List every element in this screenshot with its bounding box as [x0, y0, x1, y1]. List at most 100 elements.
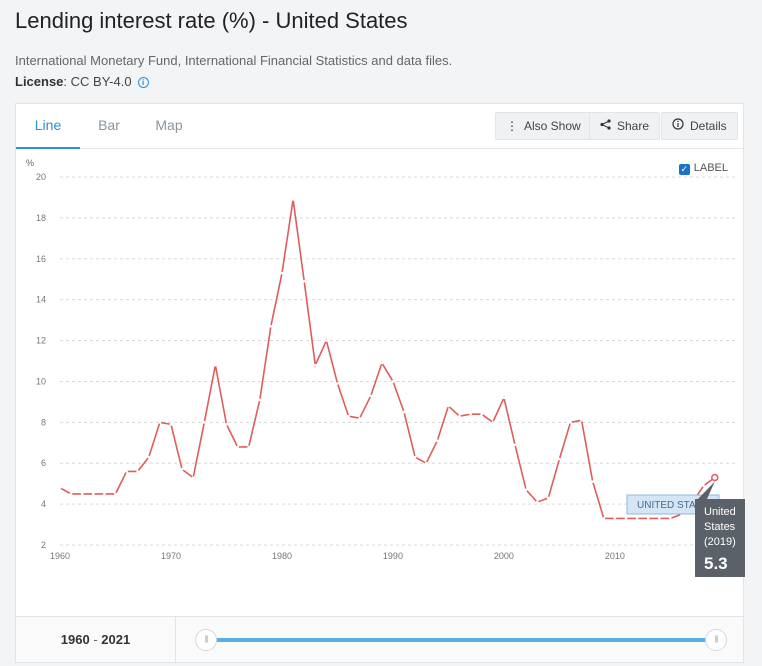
data-point[interactable] [214, 363, 217, 367]
y-axis-label: % [26, 158, 34, 168]
x-tick-label: 1990 [383, 551, 403, 561]
data-point[interactable] [702, 484, 706, 488]
data-point[interactable] [569, 421, 572, 424]
data-point[interactable] [247, 445, 250, 449]
also-show-button[interactable]: ⋮ Also Show [495, 112, 592, 140]
x-tick-label: 1980 [272, 551, 292, 561]
data-point[interactable] [313, 363, 317, 367]
data-point[interactable] [413, 455, 417, 459]
tooltip-text: (2019) [704, 536, 736, 548]
data-point[interactable] [624, 517, 628, 520]
data-point[interactable] [524, 488, 528, 492]
data-point[interactable] [547, 496, 550, 500]
range-slider-handle-end[interactable]: ||| [705, 629, 727, 651]
data-point[interactable] [147, 455, 151, 459]
license-label: License [15, 74, 64, 89]
data-point[interactable] [502, 396, 506, 400]
data-point[interactable] [347, 414, 350, 418]
details-button[interactable]: Details [661, 112, 738, 140]
chart-grid [60, 176, 737, 546]
range-slider-track[interactable] [206, 638, 716, 642]
data-point[interactable] [535, 500, 539, 504]
data-point[interactable] [103, 492, 106, 496]
highlighted-point[interactable] [711, 473, 719, 482]
data-point[interactable] [424, 461, 428, 465]
data-point[interactable] [658, 517, 661, 520]
data-point[interactable] [391, 380, 395, 383]
y-tick-label: 8 [41, 417, 46, 427]
data-point[interactable] [180, 468, 184, 471]
data-point[interactable] [80, 492, 84, 496]
data-point[interactable] [669, 517, 672, 520]
data-point[interactable] [280, 271, 284, 275]
data-point[interactable] [613, 517, 617, 520]
checkbox-checked-icon[interactable]: ✓ [678, 164, 690, 175]
data-point[interactable] [114, 492, 117, 496]
data-point[interactable] [236, 445, 239, 449]
data-point[interactable] [646, 517, 650, 520]
page-title: Lending interest rate (%) - United State… [15, 8, 408, 33]
data-point[interactable] [302, 279, 306, 283]
series-line-united-states [59, 199, 716, 520]
range-start: 1960 [60, 632, 90, 647]
data-point[interactable] [447, 404, 450, 408]
tab-bar[interactable]: Bar [98, 117, 120, 133]
data-point[interactable] [580, 418, 583, 422]
y-tick-label: 20 [36, 172, 46, 182]
y-tick-label: 10 [36, 376, 46, 386]
tooltip-pointer [698, 481, 715, 499]
data-point[interactable] [380, 361, 384, 365]
data-point[interactable] [591, 480, 595, 483]
data-point[interactable] [635, 517, 639, 520]
range-slider-handle-start[interactable]: ||| [195, 629, 217, 651]
y-tick-label: 4 [41, 499, 46, 509]
share-label: Share [617, 119, 650, 133]
source-text: International Monetary Fund, Internation… [15, 53, 453, 68]
data-point[interactable] [58, 486, 62, 490]
data-point[interactable] [458, 414, 461, 418]
tab-map[interactable]: Map [155, 117, 183, 133]
also-show-label: Also Show [524, 119, 581, 133]
share-button[interactable]: Share [589, 112, 661, 140]
data-point[interactable] [436, 439, 439, 443]
data-point[interactable] [91, 492, 95, 496]
data-point[interactable] [336, 382, 339, 385]
range-label: 1960 - 2021 [16, 617, 176, 663]
data-point[interactable] [358, 416, 361, 420]
data-point[interactable] [325, 339, 328, 342]
data-point[interactable] [491, 421, 495, 424]
data-point[interactable] [225, 423, 228, 426]
range-separator: - [89, 632, 102, 647]
data-point[interactable] [136, 470, 139, 473]
data-point[interactable] [191, 476, 195, 479]
data-point[interactable] [558, 457, 561, 461]
data-point[interactable] [369, 394, 373, 398]
data-point[interactable] [258, 398, 262, 402]
data-point[interactable] [402, 410, 406, 414]
tab-line[interactable]: Line [16, 104, 80, 149]
line-chart: 2 4 6 8 10 12 14 16 18 20 1960 1970 1980 1990 2000 201… [26, 158, 745, 577]
info-icon[interactable]: i [137, 77, 149, 88]
data-point[interactable] [480, 412, 484, 416]
data-point[interactable] [291, 198, 295, 201]
y-tick-label: 6 [41, 458, 46, 468]
y-tick-label: 2 [41, 540, 46, 550]
label-toggle-text: LABEL [693, 162, 728, 174]
details-label: Details [690, 119, 727, 133]
data-point[interactable] [269, 324, 273, 328]
data-point[interactable] [513, 443, 517, 447]
data-point[interactable] [69, 492, 73, 496]
data-point[interactable] [125, 470, 128, 473]
data-point[interactable] [158, 421, 162, 424]
data-point[interactable] [202, 421, 206, 424]
tooltip-value: 5.3 [704, 554, 728, 573]
series-label-text: UNITED STATES [637, 500, 715, 511]
tooltip-box [695, 499, 745, 577]
tooltip-text: United [704, 506, 736, 518]
data-point[interactable] [169, 423, 173, 426]
data-point[interactable] [602, 517, 606, 520]
data-point[interactable] [469, 412, 472, 416]
x-axis-ticks: 1960 1970 1980 1990 2000 2010 [50, 551, 625, 561]
label-toggle[interactable]: ✓ LABEL [678, 162, 728, 175]
range-footer: 1960 - 2021 ||| ||| [15, 617, 744, 663]
